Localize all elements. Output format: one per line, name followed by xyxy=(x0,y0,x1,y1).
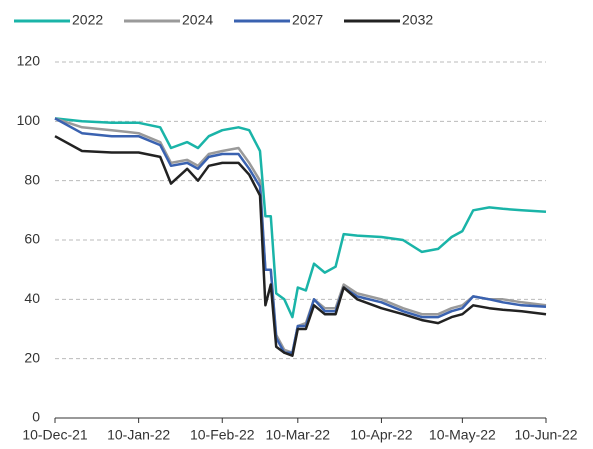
x-tick-label: 10-May-22 xyxy=(429,427,496,443)
x-tick-label: 10-Feb-22 xyxy=(190,427,255,443)
y-tick-label: 100 xyxy=(17,112,41,128)
y-tick-label: 80 xyxy=(24,171,40,187)
legend-label: 2024 xyxy=(182,12,213,28)
y-tick-label: 120 xyxy=(17,53,41,69)
x-tick-label: 10-Dec-21 xyxy=(22,427,88,443)
x-tick-label: 10-Apr-22 xyxy=(350,427,412,443)
y-tick-label: 20 xyxy=(24,349,40,365)
x-tick-label: 10-Mar-22 xyxy=(266,427,331,443)
y-tick-label: 60 xyxy=(24,231,40,247)
x-tick-label: 10-Jan-22 xyxy=(107,427,170,443)
y-tick-label: 40 xyxy=(24,290,40,306)
line-series xyxy=(54,117,547,319)
line-series xyxy=(54,135,547,357)
legend-label: 2032 xyxy=(402,12,433,28)
legend-label: 2027 xyxy=(292,12,323,28)
legend-label: 2022 xyxy=(72,12,103,28)
x-tick-label: 10-Jun-22 xyxy=(514,427,577,443)
y-tick-label: 0 xyxy=(32,409,40,425)
